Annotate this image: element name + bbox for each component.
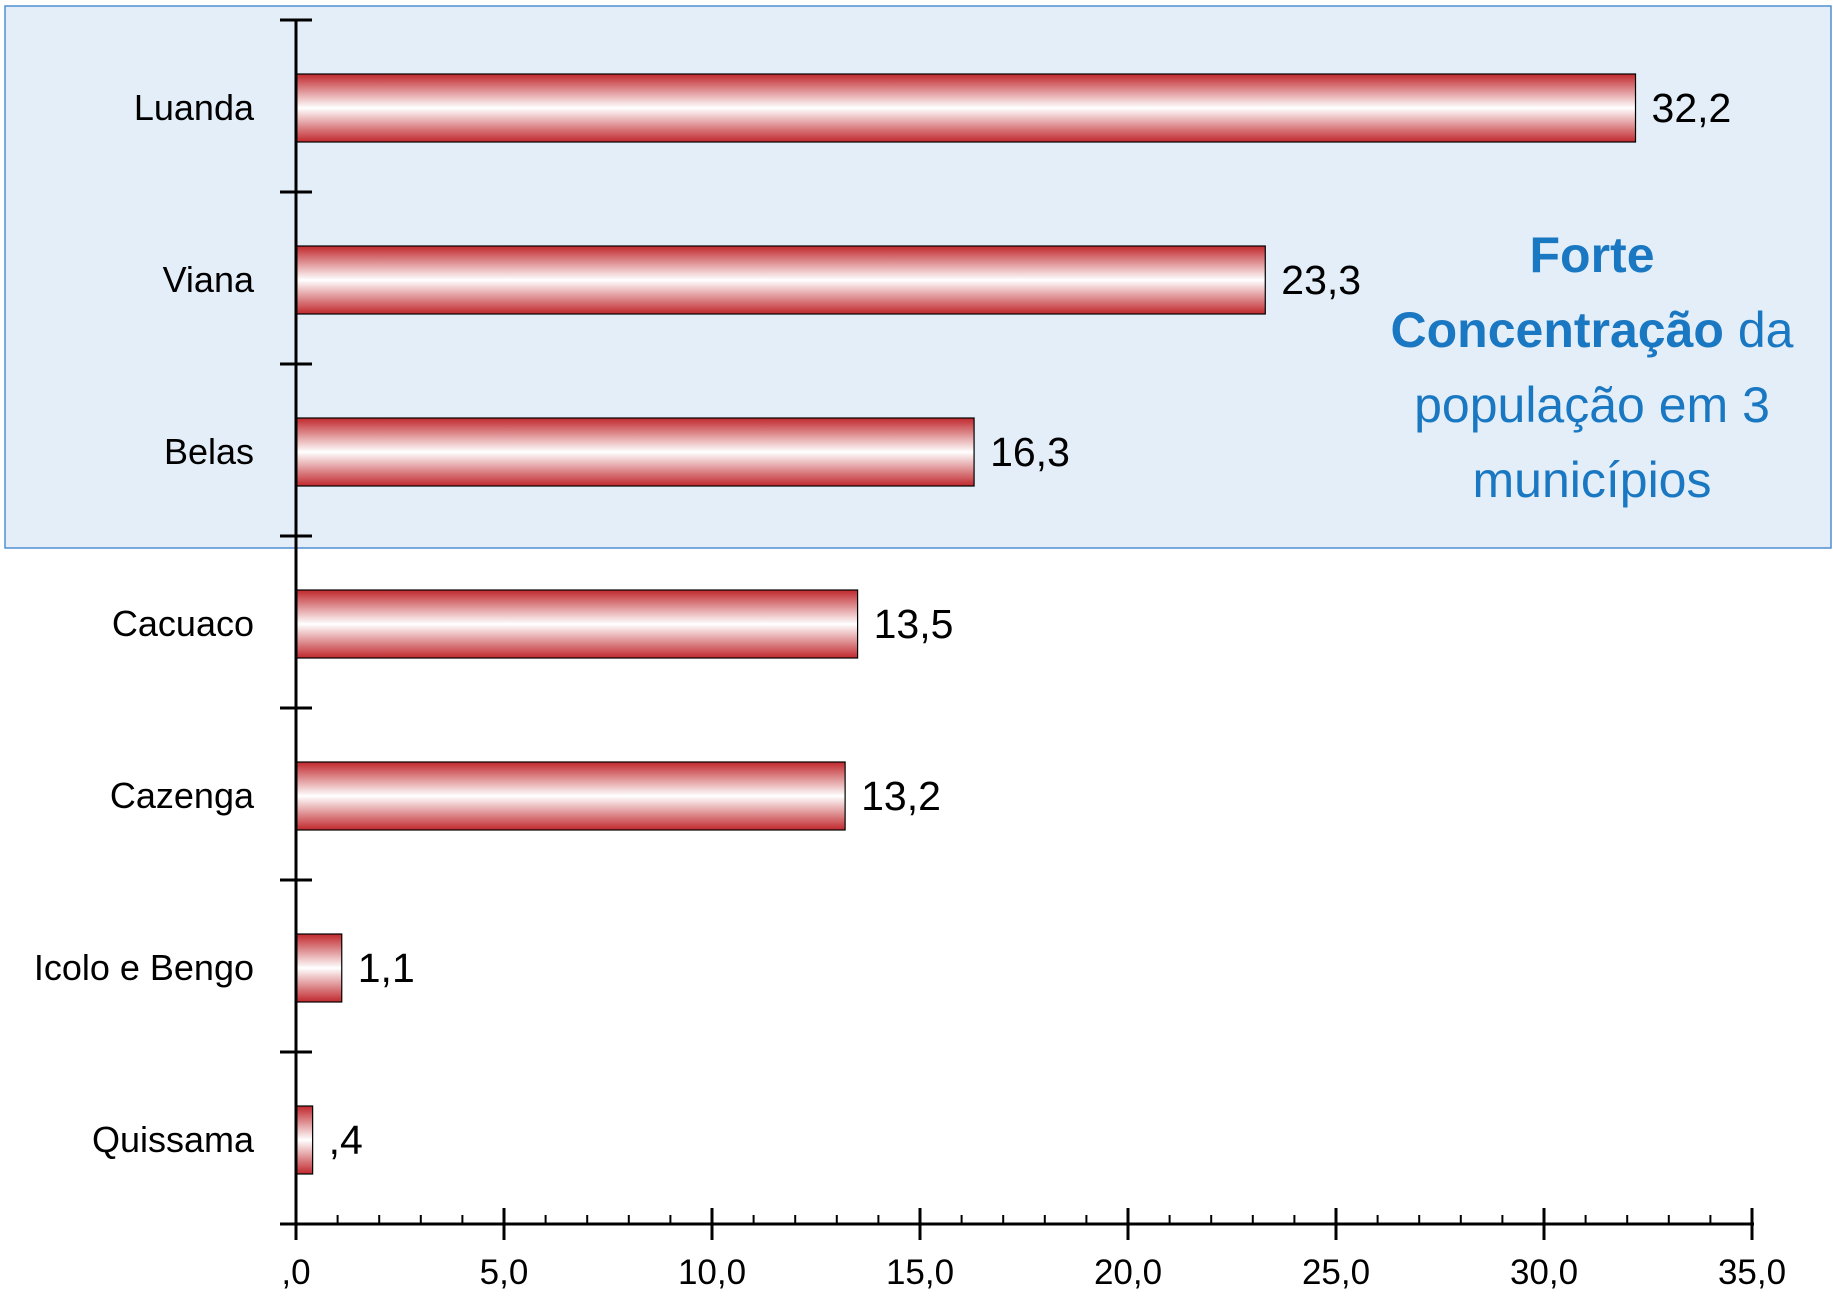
axes-layer: ,0 5,0 10,0 15,0 20,0 25,0 30,0 35,0 (280, 18, 1786, 1292)
value-label: 16,3 (990, 429, 1070, 475)
x-axis-tick-label: 5,0 (480, 1253, 529, 1292)
bar-luanda (295, 73, 1637, 143)
x-axis-tick-label: 25,0 (1302, 1253, 1370, 1292)
annotation-line-2: Concentração da (1352, 293, 1832, 368)
value-label: 13,5 (874, 601, 954, 647)
category-label: Viana (163, 259, 255, 300)
x-axis-tick-label: 10,0 (678, 1253, 746, 1292)
bar-icolo-e-bengo (295, 933, 343, 1003)
bar-quissama (295, 1105, 314, 1175)
category-label: Icolo e Bengo (34, 947, 254, 988)
x-axis-tick-label: 35,0 (1718, 1253, 1786, 1292)
value-label: 32,2 (1652, 85, 1732, 131)
annotation-bold-forte: Forte (1529, 227, 1655, 283)
bar-belas (295, 417, 975, 487)
value-label: 23,3 (1281, 257, 1361, 303)
annotation-line-3: população em 3 (1414, 377, 1770, 433)
x-axis-tick-label: 30,0 (1510, 1253, 1578, 1292)
annotation-line-4: municípios (1472, 452, 1712, 508)
bar-cacuaco (295, 589, 859, 659)
annotation-line-1: Forte (1352, 218, 1832, 293)
category-label: Cazenga (110, 775, 255, 816)
value-label: 1,1 (358, 945, 415, 991)
bar-viana (295, 245, 1266, 315)
x-axis-tick-label: 20,0 (1094, 1253, 1162, 1292)
concentration-annotation: Forte Concentração da população em 3 mun… (1352, 218, 1832, 518)
value-label: 13,2 (861, 773, 941, 819)
category-label: Cacuaco (112, 603, 254, 644)
labels-layer: 32,2 Luanda 23,3 Viana 16,3 Belas 13,5 Cacuaco 1… (34, 85, 1732, 1163)
value-label: ,4 (329, 1117, 363, 1163)
annotation-bold-concentracao: Concentração (1390, 302, 1724, 358)
bars-layer (295, 73, 1637, 1175)
category-label: Luanda (134, 87, 255, 128)
category-label: Quissama (92, 1119, 255, 1160)
x-axis-tick-label: 15,0 (886, 1253, 954, 1292)
category-label: Belas (164, 431, 254, 472)
bar-cazenga (295, 761, 846, 831)
annotation-da: da (1723, 302, 1794, 358)
x-axis-tick-label: ,0 (281, 1253, 310, 1292)
